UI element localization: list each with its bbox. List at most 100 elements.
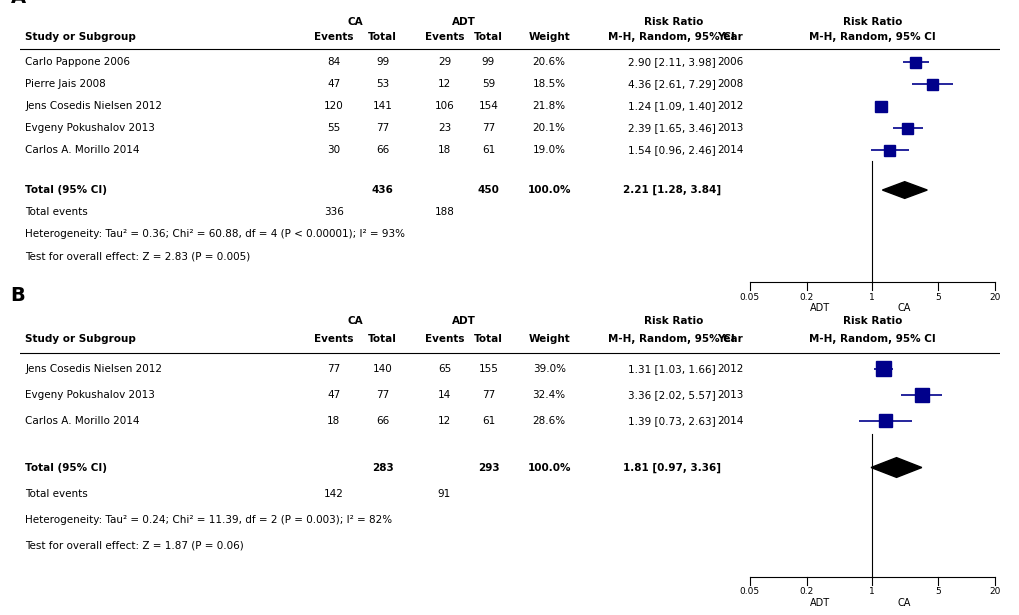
Text: 2012: 2012 — [716, 101, 743, 111]
Text: 0.05: 0.05 — [739, 293, 759, 302]
Polygon shape — [870, 458, 921, 477]
Text: 100.0%: 100.0% — [527, 462, 571, 472]
Text: 77: 77 — [376, 124, 389, 133]
Text: 77: 77 — [481, 390, 494, 400]
Text: Study or Subgroup: Study or Subgroup — [25, 334, 137, 344]
Text: 0.05: 0.05 — [739, 587, 759, 596]
Text: 47: 47 — [327, 390, 340, 400]
Text: Carlo Pappone 2006: Carlo Pappone 2006 — [25, 57, 130, 68]
Text: 21.8%: 21.8% — [532, 101, 566, 111]
Text: Total: Total — [368, 32, 396, 42]
Text: 2013: 2013 — [716, 124, 743, 133]
Text: 39.0%: 39.0% — [532, 363, 566, 374]
Text: Total: Total — [474, 334, 502, 344]
Text: Risk Ratio: Risk Ratio — [842, 17, 901, 26]
Text: Events: Events — [314, 334, 354, 344]
Text: Total: Total — [368, 334, 396, 344]
Text: 77: 77 — [327, 363, 340, 374]
Text: 20.6%: 20.6% — [532, 57, 566, 68]
Bar — [914, 388, 928, 402]
Text: ADT: ADT — [451, 17, 476, 26]
Bar — [874, 101, 886, 112]
Text: Events: Events — [314, 32, 354, 42]
Text: CA: CA — [347, 315, 363, 325]
Text: ADT: ADT — [809, 303, 829, 313]
Text: Jens Cosedis Nielsen 2012: Jens Cosedis Nielsen 2012 — [25, 363, 162, 374]
Text: Risk Ratio: Risk Ratio — [644, 315, 703, 325]
Text: 20: 20 — [988, 587, 1000, 596]
Text: 84: 84 — [327, 57, 340, 68]
Text: 5: 5 — [934, 587, 940, 596]
Polygon shape — [881, 181, 926, 199]
Text: Events: Events — [424, 32, 464, 42]
Text: 18: 18 — [327, 416, 340, 426]
Text: Total events: Total events — [25, 488, 88, 499]
Text: 2.39 [1.65, 3.46]: 2.39 [1.65, 3.46] — [627, 124, 714, 133]
Text: Carlos A. Morillo 2014: Carlos A. Morillo 2014 — [25, 145, 140, 156]
Bar — [902, 123, 913, 134]
Text: Weight: Weight — [528, 32, 570, 42]
Text: Risk Ratio: Risk Ratio — [644, 17, 703, 26]
Text: CA: CA — [897, 303, 910, 313]
Text: A: A — [10, 0, 25, 7]
Text: 2013: 2013 — [716, 390, 743, 400]
Text: 450: 450 — [477, 185, 499, 195]
Text: M-H, Random, 95% CI: M-H, Random, 95% CI — [808, 334, 934, 344]
Text: 12: 12 — [437, 416, 450, 426]
Text: 53: 53 — [376, 79, 389, 89]
Text: 142: 142 — [323, 488, 343, 499]
Text: 3.36 [2.02, 5.57]: 3.36 [2.02, 5.57] — [627, 390, 714, 400]
Text: Pierre Jais 2008: Pierre Jais 2008 — [25, 79, 106, 89]
Text: 91: 91 — [437, 488, 450, 499]
Text: 2006: 2006 — [716, 57, 743, 68]
Text: Test for overall effect: Z = 1.87 (P = 0.06): Test for overall effect: Z = 1.87 (P = 0… — [25, 541, 244, 550]
Text: 1.39 [0.73, 2.63]: 1.39 [0.73, 2.63] — [627, 416, 714, 426]
Text: Test for overall effect: Z = 2.83 (P = 0.005): Test for overall effect: Z = 2.83 (P = 0… — [25, 251, 251, 261]
Text: 283: 283 — [372, 462, 393, 472]
Text: 1.31 [1.03, 1.66]: 1.31 [1.03, 1.66] — [627, 363, 714, 374]
Text: ADT: ADT — [809, 598, 829, 608]
Text: 188: 188 — [434, 207, 453, 217]
Text: 336: 336 — [323, 207, 343, 217]
Text: 100.0%: 100.0% — [527, 185, 571, 195]
Text: Events: Events — [424, 334, 464, 344]
Text: Weight: Weight — [528, 334, 570, 344]
Text: 55: 55 — [327, 124, 340, 133]
Text: Heterogeneity: Tau² = 0.36; Chi² = 60.88, df = 4 (P < 0.00001); I² = 93%: Heterogeneity: Tau² = 0.36; Chi² = 60.88… — [25, 229, 405, 239]
Text: 18: 18 — [437, 145, 450, 156]
Text: 2.90 [2.11, 3.98]: 2.90 [2.11, 3.98] — [627, 57, 714, 68]
Text: CA: CA — [897, 598, 910, 608]
Text: 2008: 2008 — [716, 79, 743, 89]
Bar — [875, 361, 890, 376]
Text: 155: 155 — [478, 363, 498, 374]
Bar — [883, 145, 895, 156]
Text: 154: 154 — [478, 101, 498, 111]
Text: Total (95% CI): Total (95% CI) — [25, 462, 107, 472]
Text: 20: 20 — [988, 293, 1000, 302]
Text: Total events: Total events — [25, 207, 88, 217]
Text: 29: 29 — [437, 57, 450, 68]
Text: Carlos A. Morillo 2014: Carlos A. Morillo 2014 — [25, 416, 140, 426]
Text: 2014: 2014 — [716, 416, 743, 426]
Text: Total: Total — [474, 32, 502, 42]
Text: Heterogeneity: Tau² = 0.24; Chi² = 11.39, df = 2 (P = 0.003); I² = 82%: Heterogeneity: Tau² = 0.24; Chi² = 11.39… — [25, 515, 392, 525]
Text: 120: 120 — [324, 101, 343, 111]
Text: 61: 61 — [481, 145, 494, 156]
Text: 0.2: 0.2 — [799, 587, 813, 596]
Text: 1.54 [0.96, 2.46]: 1.54 [0.96, 2.46] — [627, 145, 714, 156]
Text: 1: 1 — [868, 293, 874, 302]
Text: 141: 141 — [372, 101, 392, 111]
Text: Study or Subgroup: Study or Subgroup — [25, 32, 137, 42]
Text: 140: 140 — [373, 363, 392, 374]
Text: M-H, Random, 95% CI: M-H, Random, 95% CI — [808, 32, 934, 42]
Text: 14: 14 — [437, 390, 450, 400]
Text: 66: 66 — [376, 416, 389, 426]
Text: Evgeny Pokushalov 2013: Evgeny Pokushalov 2013 — [25, 124, 155, 133]
Text: Year: Year — [716, 334, 743, 344]
Text: 23: 23 — [437, 124, 450, 133]
Text: Year: Year — [716, 32, 743, 42]
Text: 2.21 [1.28, 3.84]: 2.21 [1.28, 3.84] — [622, 185, 720, 195]
Text: 99: 99 — [376, 57, 389, 68]
Text: 19.0%: 19.0% — [532, 145, 566, 156]
Text: 66: 66 — [376, 145, 389, 156]
